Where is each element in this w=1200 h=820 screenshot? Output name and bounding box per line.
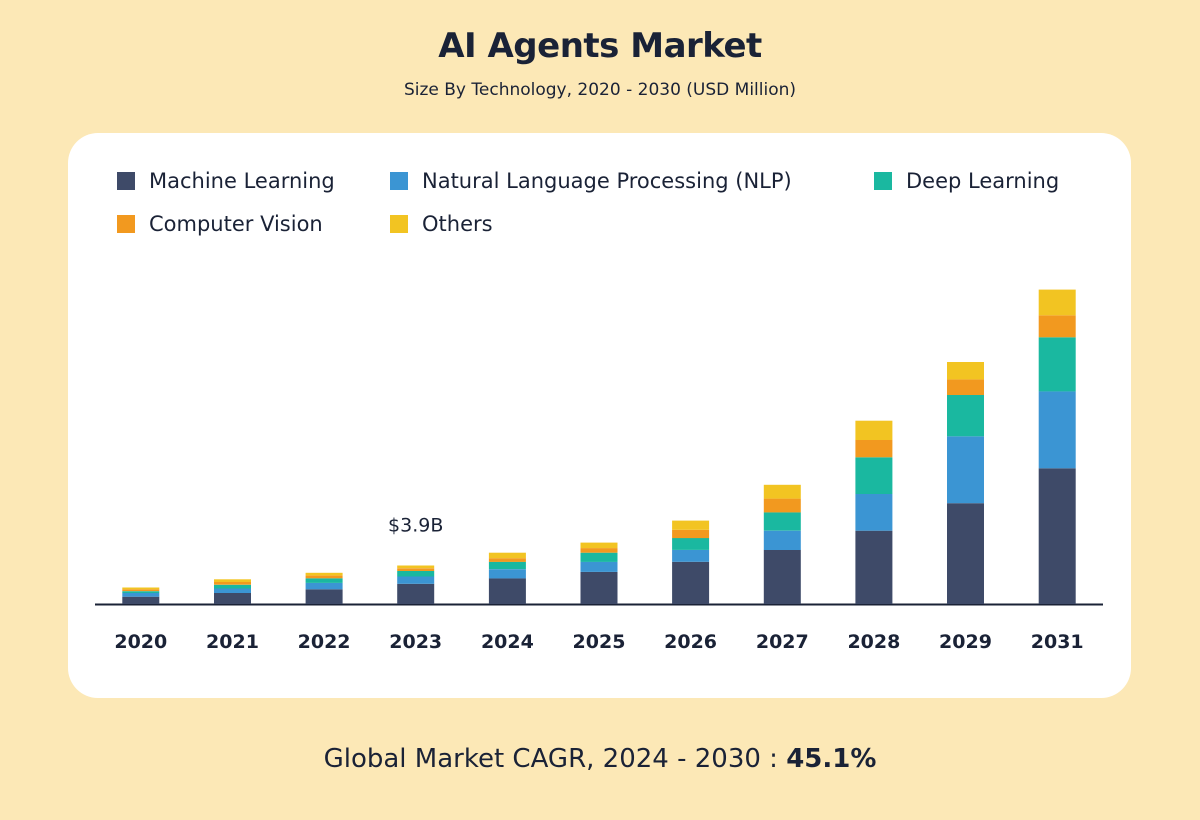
- bar-others-2029: [947, 362, 984, 380]
- bar-computer-vision-2028: [855, 439, 893, 458]
- bar-computer-vision-2021: [214, 582, 251, 585]
- bar-computer-vision-2027: [763, 498, 801, 513]
- bar-computer-vision-2020: [122, 589, 160, 592]
- chart-title: AI Agents Market: [438, 26, 762, 66]
- bar-natural-language-processing-nlp-2025: [580, 561, 618, 572]
- legend-item-nlp: Natural Language Processing (NLP): [390, 169, 792, 193]
- bar-natural-language-processing-nlp-2023: [397, 576, 435, 584]
- chart-subtitle: Size By Technology, 2020 - 2030 (USD Mil…: [403, 80, 797, 100]
- bar-computer-vision-2029: [947, 379, 984, 395]
- bar-natural-language-processing-nlp-2028: [855, 494, 893, 531]
- legend-swatch-deep-learning: [874, 172, 892, 190]
- bar-others-2023: [397, 565, 435, 569]
- x-tick-label-2024: 2024: [481, 631, 534, 653]
- bar-deep-learning-2025: [580, 552, 618, 562]
- bar-others-2026: [672, 520, 710, 530]
- bar-natural-language-processing-nlp-2029: [947, 436, 984, 504]
- bar-natural-language-processing-nlp-2021: [214, 588, 251, 593]
- legend-swatch-machine-learning: [117, 172, 135, 190]
- bar-deep-learning-2027: [763, 512, 801, 531]
- legend-swatch-nlp: [390, 172, 408, 190]
- bar-deep-learning-2021: [214, 584, 251, 589]
- bar-machine-learning-2024: [488, 578, 526, 604]
- bar-deep-learning-2024: [488, 561, 526, 570]
- bar-computer-vision-2024: [488, 558, 526, 562]
- bar-machine-learning-2021: [214, 593, 251, 604]
- bar-deep-learning-2028: [855, 457, 893, 494]
- legend-swatch-others: [390, 215, 408, 233]
- bar-others-2031: [1038, 289, 1076, 316]
- legend: Machine Learning Natural Language Proces…: [68, 133, 1131, 253]
- bar-computer-vision-2031: [1038, 315, 1076, 338]
- bar-machine-learning-2025: [580, 571, 618, 604]
- bar-others-2024: [488, 552, 526, 559]
- bar-deep-learning-2029: [947, 395, 984, 437]
- x-tick-label-2020: 2020: [114, 631, 167, 653]
- legend-label-machine-learning: Machine Learning: [149, 169, 335, 193]
- stacked-bar-chart: 2020 2021 2022 2023 $3.9B 2024 2025 2026 2027 202…: [95, 289, 1103, 653]
- bar-deep-learning-2022: [305, 578, 343, 583]
- legend-item-deep-learning: Deep Learning: [874, 169, 1059, 193]
- bar-machine-learning-2029: [947, 503, 984, 604]
- bar-others-2025: [580, 542, 618, 549]
- bar-machine-learning-2027: [763, 549, 801, 604]
- bar-computer-vision-2026: [672, 529, 710, 539]
- legend-label-deep-learning: Deep Learning: [906, 169, 1060, 193]
- bar-deep-learning-2026: [672, 538, 710, 550]
- bar-others-2027: [763, 484, 801, 499]
- bar-natural-language-processing-nlp-2026: [672, 549, 710, 562]
- legend-label-others: Others: [422, 212, 493, 236]
- annotation-2023: $3.9B: [388, 515, 443, 537]
- x-tick-label-2023: 2023: [389, 631, 442, 653]
- bar-machine-learning-2026: [672, 561, 710, 604]
- chart-card: Machine Learning Natural Language Proces…: [68, 133, 1131, 698]
- bar-deep-learning-2023: [397, 571, 435, 577]
- bar-others-2028: [855, 420, 893, 440]
- legend-item-computer-vision: Computer Vision: [117, 212, 323, 236]
- legend-swatch-computer-vision: [117, 215, 135, 233]
- bar-natural-language-processing-nlp-2024: [488, 569, 526, 579]
- bar-natural-language-processing-nlp-2027: [763, 530, 801, 550]
- bar-natural-language-processing-nlp-2022: [305, 582, 343, 590]
- bar-others-2022: [305, 572, 343, 576]
- bar-deep-learning-2020: [122, 591, 160, 593]
- legend-item-others: Others: [390, 212, 493, 236]
- bar-computer-vision-2022: [305, 575, 343, 579]
- cagr-footer: Global Market CAGR, 2024 - 2030 : 45.1%: [0, 744, 1200, 774]
- bar-computer-vision-2023: [397, 568, 435, 571]
- bar-natural-language-processing-nlp-2020: [122, 593, 160, 597]
- x-tick-label-2026: 2026: [664, 631, 717, 653]
- bar-machine-learning-2031: [1038, 468, 1076, 604]
- bar-others-2021: [214, 579, 251, 582]
- legend-label-computer-vision: Computer Vision: [149, 212, 323, 236]
- bar-machine-learning-2028: [855, 530, 893, 604]
- x-tick-label-2022: 2022: [298, 631, 351, 653]
- x-tick-label-2027: 2027: [756, 631, 809, 653]
- x-tick-label-2021: 2021: [206, 631, 259, 653]
- cagr-label: Global Market CAGR, 2024 - 2030 :: [323, 744, 778, 774]
- bar-natural-language-processing-nlp-2031: [1038, 391, 1076, 469]
- bar-machine-learning-2020: [122, 596, 160, 604]
- x-tick-label-2031: 2031: [1031, 631, 1084, 653]
- bar-computer-vision-2025: [580, 548, 618, 553]
- bar-machine-learning-2023: [397, 583, 435, 604]
- cagr-value: 45.1%: [786, 744, 877, 774]
- legend-label-nlp: Natural Language Processing (NLP): [422, 169, 792, 193]
- bar-deep-learning-2031: [1038, 337, 1076, 392]
- legend-item-machine-learning: Machine Learning: [117, 169, 335, 193]
- x-tick-label-2025: 2025: [573, 631, 626, 653]
- x-tick-label-2029: 2029: [939, 631, 992, 653]
- x-tick-label-2028: 2028: [847, 631, 900, 653]
- bar-others-2020: [122, 587, 160, 590]
- bar-machine-learning-2022: [305, 589, 343, 604]
